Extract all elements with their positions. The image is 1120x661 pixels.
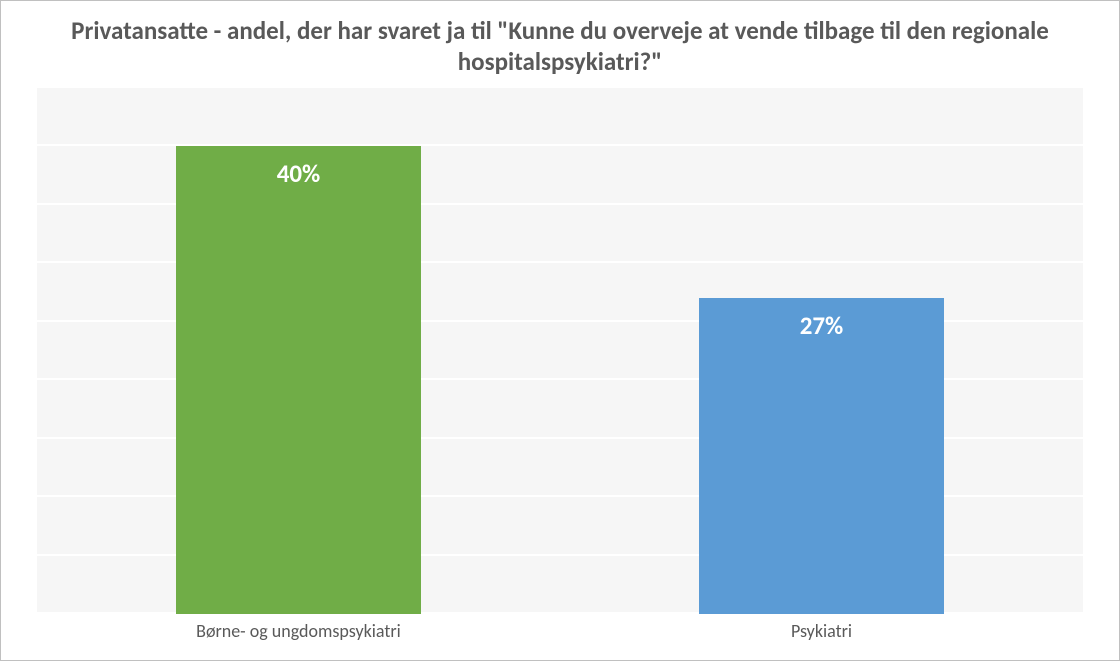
x-axis-label: Børne- og ungdomspsykiatri: [37, 620, 560, 642]
chart-container: Privatansatte - andel, der har svaret ja…: [0, 0, 1120, 661]
bar-value-label: 40%: [176, 158, 422, 189]
chart-title: Privatansatte - andel, der har svaret ja…: [1, 1, 1119, 84]
plot-outer: 40% 27%: [37, 88, 1083, 615]
bar: 27%: [699, 298, 945, 614]
bars: 40% 27%: [37, 88, 1083, 615]
bar-value-label: 27%: [699, 310, 945, 341]
x-axis: Børne- og ungdomspsykiatriPsykiatri: [37, 620, 1083, 642]
x-axis-label: Psykiatri: [560, 620, 1083, 642]
bar: 40%: [176, 146, 422, 614]
plot-area: 40% 27%: [37, 88, 1083, 615]
